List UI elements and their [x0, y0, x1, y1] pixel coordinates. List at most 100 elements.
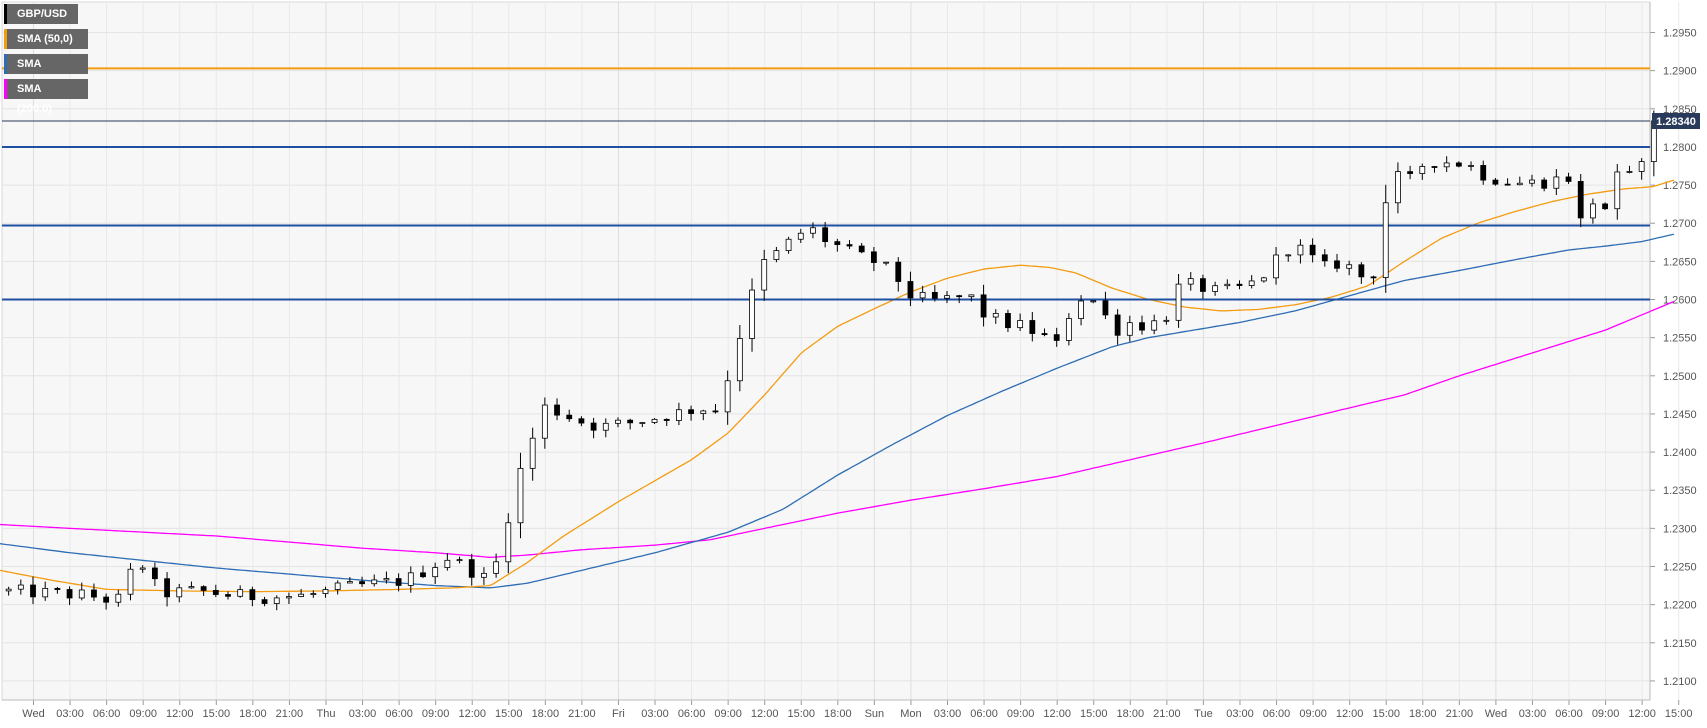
candle-body	[432, 567, 439, 578]
legend-swatch	[4, 54, 7, 74]
candle-body	[1224, 283, 1231, 287]
x-tick-label: 15:00	[787, 708, 815, 720]
x-tick-label: 03:00	[56, 708, 84, 720]
x-tick-label: Sun	[865, 708, 885, 720]
x-tick-label: 21:00	[1446, 708, 1474, 720]
candle-body	[773, 250, 780, 260]
candle-body	[1297, 244, 1304, 256]
x-tick-label: 06:00	[970, 708, 998, 720]
candle-body	[700, 410, 707, 414]
x-tick-label: 18:00	[1117, 708, 1145, 720]
candle-body	[1334, 260, 1340, 269]
candle-body	[371, 579, 378, 585]
candle-body	[5, 588, 12, 592]
candle-body	[17, 584, 24, 590]
legend-item[interactable]: SMA (200,0)	[4, 79, 88, 115]
candle-body	[639, 422, 646, 424]
x-tick-label: 12:00	[1043, 708, 1071, 720]
legend-label: GBP/USD	[17, 8, 68, 20]
candle-body	[468, 559, 475, 578]
x-tick-label: 15:00	[1372, 708, 1400, 720]
candle-body	[310, 593, 317, 595]
candle-body	[1443, 162, 1450, 168]
candle-body	[1236, 283, 1243, 286]
candle-body	[212, 589, 219, 595]
x-tick-label: Mon	[900, 708, 921, 720]
legend-item[interactable]: SMA (100,0)	[4, 54, 88, 90]
x-tick-label: 12:00	[1336, 708, 1364, 720]
x-tick-label: 03:00	[349, 708, 377, 720]
y-tick-label: 1.2350	[1663, 485, 1697, 497]
candle-body	[200, 586, 207, 591]
candle-body	[602, 422, 609, 431]
candle-body	[493, 561, 500, 574]
candle-body	[1590, 203, 1596, 219]
candle-body	[1407, 171, 1414, 174]
y-tick-label: 1.2100	[1663, 676, 1697, 688]
candle-body	[1395, 171, 1401, 204]
y-tick-label: 1.2500	[1663, 371, 1697, 383]
candle-body	[1285, 254, 1292, 257]
candle-body	[1541, 179, 1548, 189]
candle-body	[481, 572, 487, 578]
candle-body	[1029, 320, 1036, 334]
candle-body	[529, 437, 536, 469]
x-tick-label: 21:00	[276, 708, 304, 720]
candle-body	[1151, 320, 1158, 331]
candle-body	[1163, 319, 1170, 322]
candle-body	[286, 596, 292, 599]
x-tick-label: 09:00	[1592, 708, 1620, 720]
x-tick-label: Wed	[1485, 708, 1507, 720]
y-tick-label: 1.2800	[1663, 142, 1697, 154]
candle-body	[956, 295, 963, 298]
candle-body	[1602, 203, 1608, 210]
current-price-label: 1.28340	[1656, 116, 1696, 128]
legend-label: SMA (200,0)	[17, 83, 52, 115]
x-tick-label: 21:00	[1153, 708, 1181, 720]
candle-body	[810, 227, 816, 234]
x-tick-label: 12:00	[751, 708, 779, 720]
candle-body	[651, 418, 658, 423]
candle-body	[688, 409, 694, 414]
candle-body	[139, 567, 146, 570]
legend-item[interactable]: GBP/USD	[4, 4, 78, 24]
candle-body	[1565, 176, 1572, 182]
x-tick-label: 06:00	[1555, 708, 1583, 720]
sma-50-line	[0, 179, 1675, 593]
y-tick-label: 1.2450	[1663, 409, 1697, 421]
x-tick-label: 15:00	[203, 708, 231, 720]
candle-body	[261, 599, 268, 604]
candle-body	[1090, 300, 1097, 303]
candle-body	[1468, 165, 1474, 167]
candle-body	[663, 418, 670, 421]
candle-body	[444, 559, 451, 568]
candle-body	[1175, 283, 1182, 321]
y-tick-label: 1.2750	[1663, 180, 1697, 192]
candle-body	[420, 572, 426, 578]
x-tick-label: 06:00	[385, 708, 413, 720]
candle-body	[1078, 300, 1084, 319]
candle-body	[164, 578, 170, 598]
candle-body	[566, 414, 573, 420]
candle-body	[1577, 181, 1584, 219]
candle-body	[237, 589, 244, 597]
x-tick-label: 18:00	[239, 708, 267, 720]
x-tick-label: 03:00	[1519, 708, 1547, 720]
candle-body	[992, 313, 999, 318]
candle-body	[103, 596, 110, 603]
y-tick-label: 1.2850	[1663, 104, 1697, 116]
legend-item[interactable]: SMA (50,0)	[4, 29, 88, 49]
x-tick-label: 06:00	[93, 708, 121, 720]
candle-body	[749, 289, 755, 339]
candle-body	[346, 581, 353, 584]
candle-body	[834, 241, 841, 246]
candle-body	[1248, 280, 1255, 286]
y-tick-label: 1.2400	[1663, 447, 1697, 459]
x-tick-label: 09:00	[129, 708, 157, 720]
candle-body	[870, 251, 877, 263]
x-tick-label: 03:00	[1226, 708, 1254, 720]
x-tick-label: 03:00	[934, 708, 962, 720]
y-tick-label: 1.2550	[1663, 333, 1697, 345]
